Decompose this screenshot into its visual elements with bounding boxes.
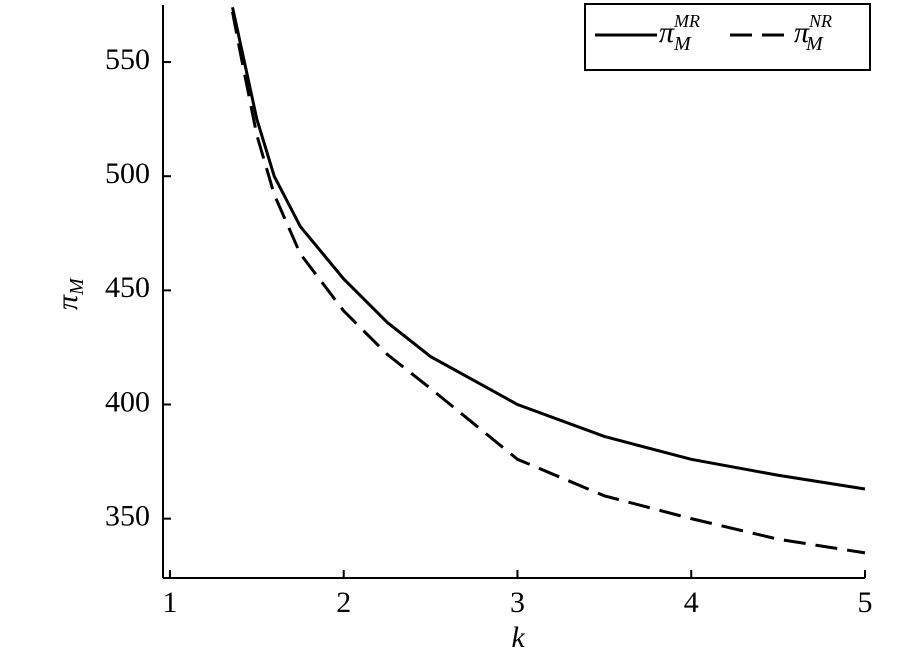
x-tick-label: 2 — [336, 586, 351, 619]
legend-label: πMR M — [659, 11, 700, 54]
legend-label-sup: MR — [673, 11, 700, 31]
legend-label-sup: NR — [808, 11, 832, 31]
y-tick-label: 550 — [105, 43, 150, 76]
legend-label-main: π — [659, 16, 675, 49]
y-tick-label: 500 — [105, 157, 150, 190]
y-axis-label: πM — [51, 277, 88, 310]
x-tick-label: 5 — [858, 586, 873, 619]
y-tick-label: 400 — [105, 385, 150, 418]
x-tick-label: 1 — [162, 586, 177, 619]
legend-label-sub: M — [805, 33, 824, 55]
legend-label: πNR M — [794, 11, 832, 54]
x-axis-label: k — [511, 621, 525, 654]
x-tick-label: 4 — [684, 586, 699, 619]
legend-label-sub: M — [673, 33, 692, 55]
y-tick-label: 350 — [105, 500, 150, 533]
y-tick-label: 450 — [105, 271, 150, 304]
legend-label-main: π — [794, 16, 810, 49]
x-tick-label: 3 — [510, 586, 525, 619]
y-axis-label-main: π — [51, 294, 84, 310]
series-line — [231, 6, 866, 491]
legend-box — [584, 3, 871, 71]
y-axis-label-sub: M — [66, 277, 88, 296]
series-line — [231, 11, 866, 555]
